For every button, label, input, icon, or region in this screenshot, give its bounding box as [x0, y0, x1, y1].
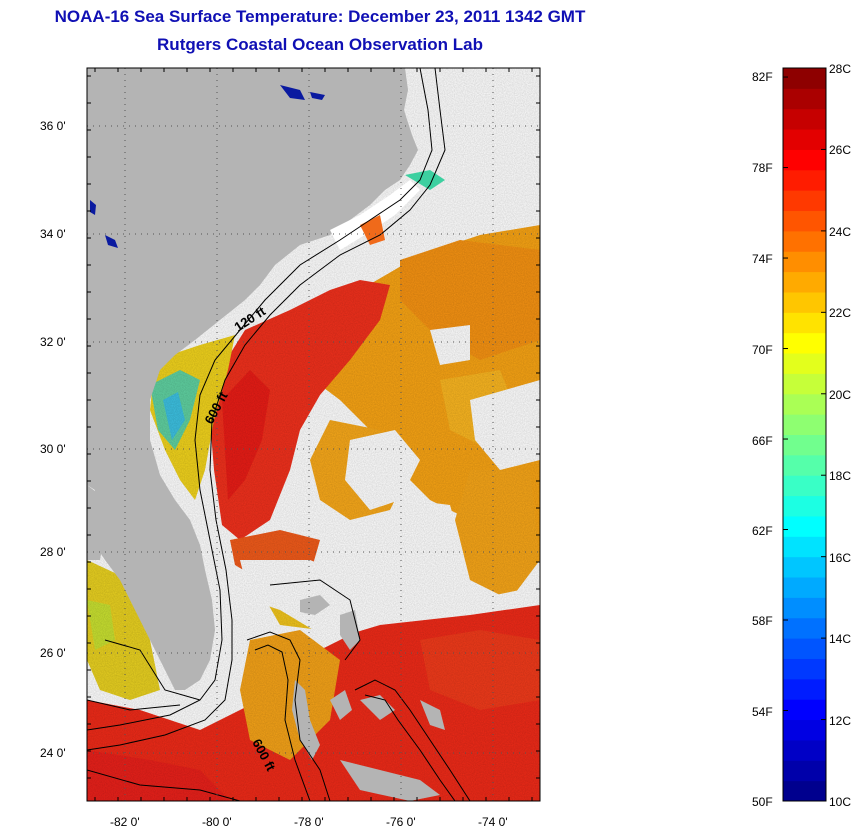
- colorbar-c-label: 12C: [829, 714, 852, 728]
- lon-label: -78 0': [294, 815, 324, 829]
- colorbar-band: [783, 68, 826, 89]
- colorbar-band: [783, 678, 826, 700]
- colorbar-f-label: 58F: [752, 614, 773, 628]
- coastal-band: [330, 170, 445, 250]
- lon-label: -74 0': [478, 815, 508, 829]
- colorbar-band: [783, 577, 826, 598]
- colorbar-band: [783, 719, 826, 741]
- colorbar-band: [783, 536, 826, 558]
- graticule: [87, 68, 540, 801]
- colorbar-c-label: 10C: [829, 795, 852, 809]
- inland-water: [90, 85, 325, 248]
- colorbar-bands: [783, 68, 826, 802]
- map-frame: [86, 67, 541, 802]
- colorbar-band: [783, 515, 826, 537]
- colorbar-band: [783, 108, 826, 130]
- map-subtitle: Rutgers Coastal Ocean Observation Lab: [157, 35, 483, 54]
- lat-label: 28 0': [40, 545, 66, 559]
- colorbar-band: [783, 780, 826, 802]
- colorbar-band: [783, 149, 826, 171]
- colorbar-ticks: [783, 67, 826, 802]
- map-title: NOAA-16 Sea Surface Temperature: Decembe…: [54, 7, 586, 26]
- colorbar-band: [783, 475, 826, 497]
- colorbar-band: [783, 271, 826, 293]
- lat-label: 24 0': [40, 746, 66, 760]
- depth-contours: [87, 68, 471, 801]
- colorbar-band: [783, 373, 826, 395]
- colorbar-c-label: 16C: [829, 551, 852, 565]
- lat-label: 34 0': [40, 227, 66, 241]
- colorbar-band: [783, 169, 826, 191]
- colorbar-c-label: 24C: [829, 225, 852, 239]
- colorbar-band: [783, 129, 826, 150]
- colorbar-c-label: 22C: [829, 306, 852, 320]
- lat-label: 30 0': [40, 442, 66, 456]
- colorbar-f-label: 74F: [752, 252, 773, 266]
- colorbar-c-label: 14C: [829, 632, 852, 646]
- colorbar-band: [783, 230, 826, 252]
- map-ticks: [87, 68, 540, 801]
- colorbar-band: [783, 434, 826, 456]
- lat-label: 32 0': [40, 335, 66, 349]
- colorbar-c-label: 28C: [829, 62, 852, 76]
- colorbar-f-label: 78F: [752, 161, 773, 175]
- colorbar-frame: [782, 67, 827, 802]
- colorbar-band: [783, 312, 826, 334]
- colorbar-band: [783, 658, 826, 680]
- colorbar-band: [783, 556, 826, 578]
- land: [87, 68, 445, 801]
- colorbar-band: [783, 353, 826, 374]
- lon-label: -80 0': [202, 815, 232, 829]
- colorbar-band: [783, 414, 826, 435]
- colorbar-band: [783, 638, 826, 659]
- colorbar-f-label: 54F: [752, 705, 773, 719]
- colorbar-band: [783, 210, 826, 232]
- colorbar-band: [783, 190, 826, 212]
- colorbar-band: [783, 393, 826, 415]
- colorbar-band: [783, 699, 826, 721]
- colorbar-f-label: 82F: [752, 70, 773, 84]
- colorbar-band: [783, 251, 826, 273]
- colorbar-band: [783, 291, 826, 313]
- colorbar-band: [783, 597, 826, 619]
- lat-label: 36 0': [40, 119, 66, 133]
- colorbar-f-label: 70F: [752, 343, 773, 357]
- lon-label: -76 0': [386, 815, 416, 829]
- colorbar-band: [783, 617, 826, 639]
- colorbar-band: [783, 760, 826, 782]
- colorbar-f-label: 62F: [752, 524, 773, 538]
- colorbar-band: [783, 88, 826, 110]
- lon-label: -82 0': [110, 815, 140, 829]
- colorbar-band: [783, 454, 826, 476]
- colorbar-c-label: 26C: [829, 143, 852, 157]
- colorbar-f-label: 50F: [752, 795, 773, 809]
- colorbar-band: [783, 495, 826, 517]
- colorbar-band: [783, 739, 826, 761]
- colorbar-band: [783, 332, 826, 354]
- colorbar-f-label: 66F: [752, 434, 773, 448]
- colorbar-c-label: 18C: [829, 469, 852, 483]
- lat-label: 26 0': [40, 646, 66, 660]
- colorbar-c-label: 20C: [829, 388, 852, 402]
